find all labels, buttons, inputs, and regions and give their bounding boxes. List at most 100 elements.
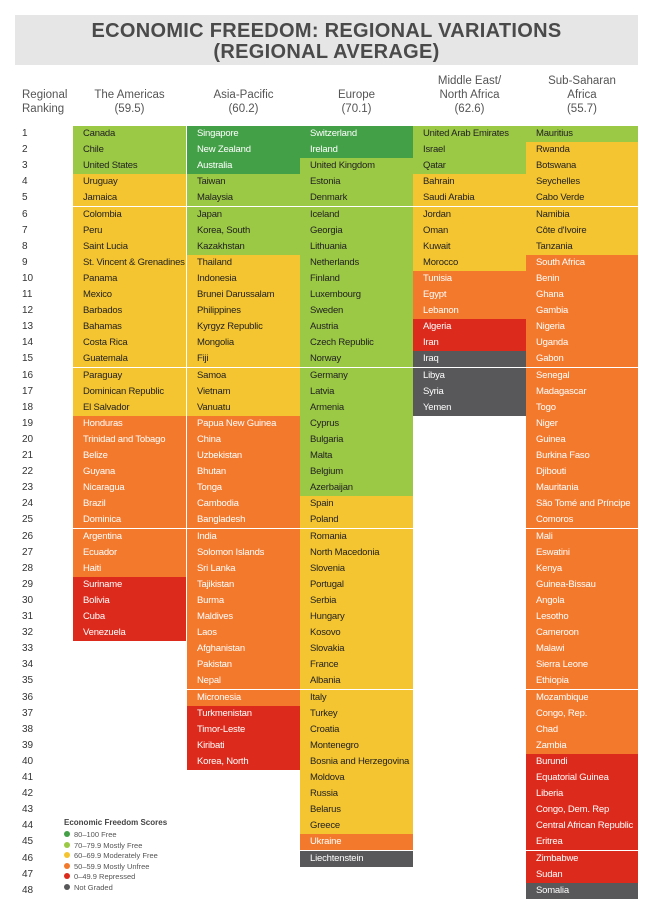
rank-number: 35: [22, 675, 34, 687]
legend-label: Not Graded: [74, 882, 113, 892]
country-cell: Mongolia: [187, 335, 300, 352]
rank-number: 32: [22, 627, 34, 639]
region-header-europe: Europe (70.1): [300, 88, 413, 138]
rank-number: 44: [22, 820, 34, 832]
country-cell: Russia: [300, 786, 413, 803]
country-cell: Pakistan: [187, 657, 300, 674]
region-average: (55.7): [566, 103, 598, 115]
country-cell: Uganda: [526, 335, 638, 352]
country-cell: Armenia: [300, 399, 413, 416]
rank-header-line-2: Ranking: [22, 103, 65, 115]
region-name: Europe: [337, 89, 376, 101]
rank-number: 33: [22, 643, 34, 655]
country-cell: Tanzania: [526, 238, 638, 255]
country-cell: Senegal: [526, 367, 638, 384]
rank-number: 45: [22, 836, 34, 848]
country-cell: Botswana: [526, 158, 638, 175]
country-cell: Guyana: [73, 464, 186, 481]
country-cell: Seychelles: [526, 174, 638, 191]
country-cell: Benin: [526, 270, 638, 287]
country-cell: Cyprus: [300, 415, 413, 432]
country-cell: Tajikistan: [187, 576, 300, 593]
rank-number: 38: [22, 723, 34, 735]
country-cell: Djibouti: [526, 464, 638, 481]
country-cell: Serbia: [300, 592, 413, 609]
country-cell: Cuba: [73, 609, 186, 625]
country-cell: Cambodia: [187, 496, 300, 513]
rank-number: 16: [22, 369, 34, 381]
country-cell: Malawi: [526, 641, 638, 658]
rank-number: 5: [22, 192, 28, 204]
country-cell: Japan: [187, 206, 300, 223]
country-cell: Mauritania: [526, 480, 638, 497]
country-cell: United Arab Emirates: [413, 126, 526, 142]
country-cell: Slovakia: [300, 641, 413, 658]
country-cell: Lithuania: [300, 238, 413, 255]
country-cell: Canada: [73, 126, 186, 142]
country-cell: Uzbekistan: [187, 448, 300, 464]
country-cell: Mozambique: [526, 689, 638, 706]
rank-number: 41: [22, 772, 34, 783]
country-cell: Brunei Darussalam: [187, 287, 300, 303]
region-name-line-2: North Africa: [439, 89, 500, 101]
country-cell: Mali: [526, 528, 638, 545]
rank-column-header: Regional Ranking: [22, 88, 77, 138]
country-cell: Finland: [300, 270, 413, 287]
country-cell: Côte d'Ivoire: [526, 222, 638, 239]
country-cell: St. Vincent & Grenadines: [73, 254, 186, 271]
country-cell: Ireland: [300, 142, 413, 159]
country-cell: Australia: [187, 158, 300, 175]
country-cell: Syria: [413, 383, 526, 400]
country-cell: Iran: [413, 335, 526, 352]
rank-number: 39: [22, 739, 34, 751]
country-cell: Bulgaria: [300, 431, 413, 448]
country-cell: Iraq: [413, 351, 526, 368]
country-cell: Tunisia: [413, 270, 526, 287]
region-header-americas: The Americas (59.5): [73, 88, 186, 138]
country-cell: Cabo Verde: [526, 190, 638, 207]
country-cell: Netherlands: [300, 254, 413, 271]
country-cell: Norway: [300, 351, 413, 368]
rank-number: 43: [22, 804, 34, 816]
country-cell: Sweden: [300, 303, 413, 320]
country-cell: Angola: [526, 592, 638, 609]
country-cell: Peru: [73, 222, 186, 239]
country-cell: Latvia: [300, 383, 413, 400]
country-cell: Eritrea: [526, 834, 638, 851]
country-cell: Belize: [73, 448, 186, 464]
region-name: The Americas: [94, 89, 165, 101]
rank-number: 30: [22, 594, 34, 606]
country-cell: Taiwan: [187, 174, 300, 191]
legend-items: 80–100 Free 70–79.9 Mostly Free 60–69.9 Mo…: [64, 830, 194, 893]
country-cell: Honduras: [73, 415, 186, 432]
country-cell: Egypt: [413, 287, 526, 303]
legend-label: 50–59.9 Mostly Unfree: [74, 861, 150, 871]
country-cell: Spain: [300, 496, 413, 513]
legend-item: 50–59.9 Mostly Unfree: [64, 862, 194, 873]
country-cell: Central African Republic: [526, 818, 638, 835]
legend-swatch: [64, 873, 70, 879]
region-name-line-2: Africa: [567, 89, 597, 101]
country-cell: Indonesia: [187, 270, 300, 287]
rank-number: 2: [22, 144, 28, 156]
legend-swatch: [64, 883, 70, 890]
country-cell: Papua New Guinea: [187, 415, 300, 432]
country-cell: Congo, Dem. Rep: [526, 802, 638, 819]
rank-number: 29: [22, 578, 34, 590]
country-cell: Togo: [526, 399, 638, 416]
legend-swatch: [64, 841, 70, 848]
country-cell: Burkina Faso: [526, 448, 638, 464]
country-cell: South Africa: [526, 254, 638, 271]
country-cell: Moldova: [300, 770, 413, 786]
rank-number: 40: [22, 755, 34, 767]
country-cell: Eswatini: [526, 544, 638, 561]
rank-number: 36: [22, 691, 34, 703]
country-cell: Bahamas: [73, 319, 186, 336]
rank-number: 27: [22, 546, 34, 558]
country-cell: Ecuador: [73, 544, 186, 561]
rank-number: 23: [22, 482, 34, 494]
country-cell: France: [300, 657, 413, 674]
country-cell: Greece: [300, 818, 413, 835]
country-cell: Trinidad and Tobago: [73, 431, 186, 448]
country-cell: North Macedonia: [300, 544, 413, 561]
